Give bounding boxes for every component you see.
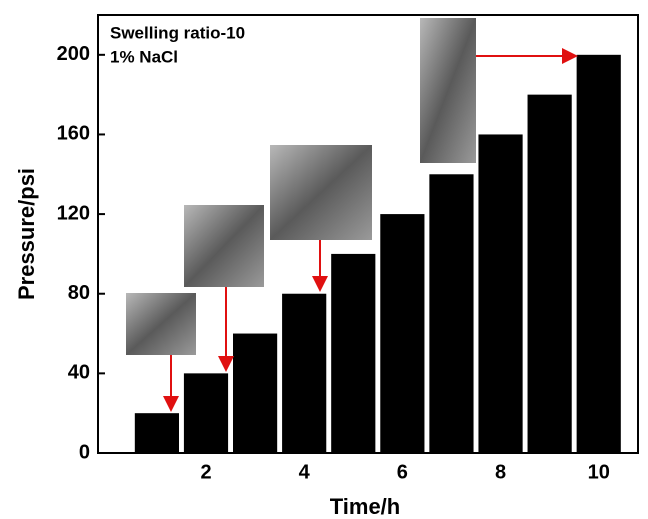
sample-photo (270, 145, 372, 240)
bar (380, 214, 424, 453)
bar (282, 294, 326, 453)
annotation: Swelling ratio-10 (110, 23, 245, 42)
sample-photo (126, 293, 196, 355)
bar (184, 373, 228, 453)
bar (577, 55, 621, 453)
bar (233, 334, 277, 453)
sample-photo (420, 18, 476, 163)
y-tick-label: 80 (68, 282, 90, 304)
bar (528, 95, 572, 453)
x-tick-label: 2 (200, 461, 211, 483)
y-tick-label: 40 (68, 362, 90, 384)
bar (135, 413, 179, 453)
y-tick-label: 0 (79, 441, 90, 463)
x-tick-label: 4 (299, 461, 311, 483)
page: {"chart_data": {"type": "bar", "annotati… (0, 0, 648, 519)
y-tick-label: 200 (57, 43, 90, 65)
y-axis-label: Pressure/psi (14, 168, 39, 300)
x-axis-label: Time/h (330, 494, 401, 519)
y-tick-label: 120 (57, 202, 90, 224)
bar (429, 174, 473, 453)
x-tick-label: 6 (397, 461, 408, 483)
bar (478, 134, 522, 453)
annotation: 1% NaCl (110, 47, 178, 66)
chart: Swelling ratio-10 1% NaCl Time/h Pressur… (0, 0, 648, 519)
sample-photo (184, 205, 264, 287)
bar (331, 254, 375, 453)
x-tick-label: 10 (588, 461, 610, 483)
x-tick-label: 8 (495, 461, 506, 483)
y-tick-label: 160 (57, 123, 90, 145)
